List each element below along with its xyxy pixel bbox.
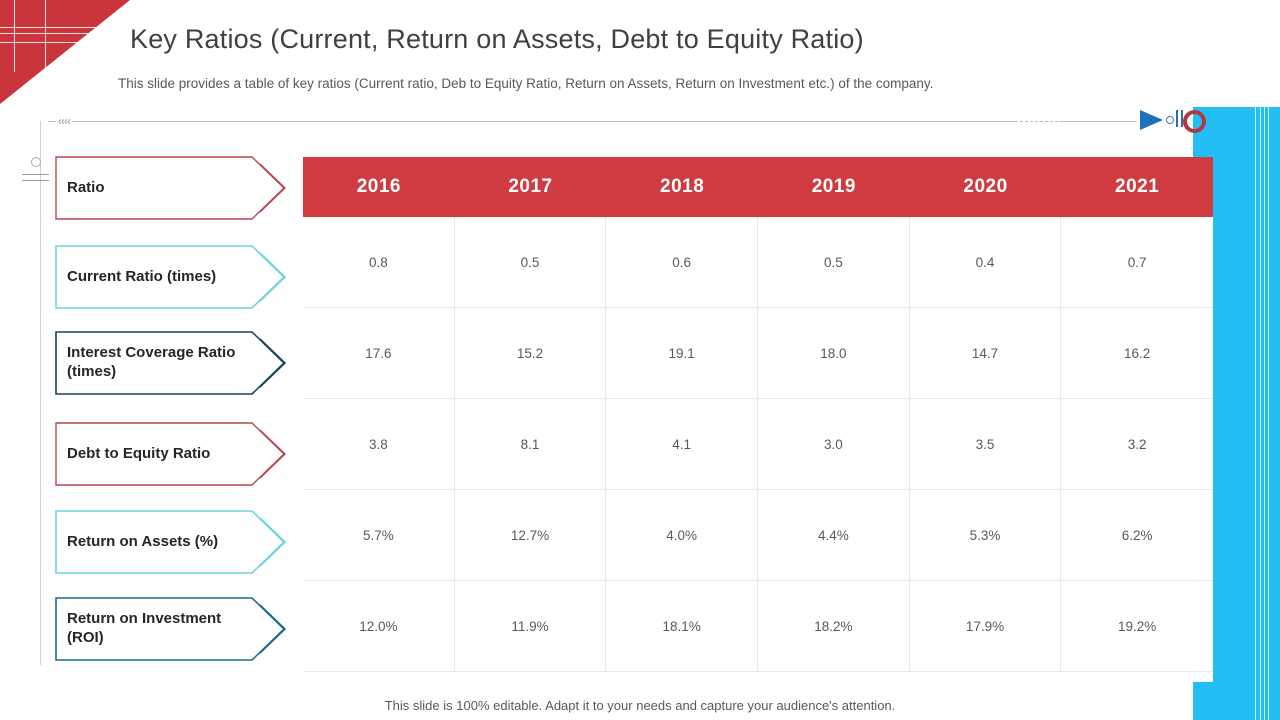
table-cell: 11.9%: [454, 581, 607, 672]
row-label-return-on-assets: Return on Assets (%): [55, 510, 299, 574]
table-cell: 8.1: [454, 399, 607, 490]
small-circle-icon: [1166, 116, 1174, 124]
table-cell: 0.7: [1061, 217, 1213, 308]
table-cell: 12.7%: [454, 490, 607, 581]
page-title: Key Ratios (Current, Return on Assets, D…: [130, 24, 864, 54]
table-cell: 18.0: [758, 308, 910, 399]
row-label-text: Debt to Equity Ratio: [67, 444, 211, 462]
year-header: 2018: [660, 176, 705, 197]
year-header: 2021: [1115, 176, 1160, 197]
table-body: 0.8 0.5 0.6 0.5 0.4 0.7 17.6 15.2 19.1 1…: [303, 217, 1213, 672]
table-cell: 18.2%: [758, 581, 910, 672]
table-cell: 0.4: [909, 217, 1062, 308]
side-band-stripe: [1255, 107, 1256, 720]
arrow-shape: [55, 422, 287, 486]
table-cell: 5.7%: [303, 490, 455, 581]
row-label-debt-to-equity: Debt to Equity Ratio: [55, 422, 299, 486]
play-icon: [1140, 110, 1163, 130]
table-cell: 3.8: [303, 399, 455, 490]
table-cell: 0.5: [758, 217, 910, 308]
table-cell: 15.2: [454, 308, 607, 399]
table-cell: 3.0: [758, 399, 910, 490]
triangle-line: [0, 42, 122, 43]
triangle-line: [45, 0, 46, 72]
row-label-text: Interest Coverage Ratio (times): [67, 344, 236, 380]
table-cell: 3.5: [909, 399, 1062, 490]
rule-line: [48, 121, 1015, 122]
side-band-stripe: [1260, 107, 1261, 720]
table-cell: 6.2%: [1061, 490, 1213, 581]
rule-line: [1063, 121, 1137, 122]
arrow-shape: [55, 156, 287, 220]
triangle-line: [14, 0, 15, 72]
left-rail-dash: [22, 174, 49, 175]
table-cell: 19.1: [606, 308, 758, 399]
record-ring-icon: [1183, 110, 1206, 133]
corner-triangle-decor: [0, 0, 130, 104]
table-cell: 3.2: [1061, 399, 1213, 490]
left-rail-line: [40, 121, 41, 665]
table-cell: 12.0%: [303, 581, 455, 672]
table-cell: 4.4%: [758, 490, 910, 581]
table-cell: 18.1%: [606, 581, 758, 672]
table-cell: 17.6: [303, 308, 455, 399]
arrow-shape: [55, 597, 287, 661]
table-year-header: 2016 2017 2018 2019 2020 2021: [303, 157, 1213, 217]
row-label-text: Ratio: [67, 178, 105, 196]
table-cell: 4.1: [606, 399, 758, 490]
page-subtitle: This slide provides a table of key ratio…: [118, 76, 934, 91]
row-label-text: Return on Assets (%): [67, 532, 219, 550]
side-band-bottom: [1193, 682, 1280, 720]
year-header: 2020: [963, 176, 1008, 197]
table-cell: 0.8: [303, 217, 455, 308]
arrow-shape: [55, 331, 287, 395]
arrow-shape: [55, 510, 287, 574]
row-label-ratio: Ratio: [55, 156, 299, 220]
triangle-line: [0, 33, 122, 34]
row-label-return-on-investment: Return on Investment (ROI): [55, 597, 299, 661]
left-rail-circle-icon: [31, 157, 41, 167]
year-header: 2016: [356, 176, 401, 197]
side-band-stripe: [1268, 107, 1269, 720]
table-cell: 17.9%: [909, 581, 1062, 672]
table-cell: 14.7: [909, 308, 1062, 399]
table-cell: 0.5: [454, 217, 607, 308]
table-cell: 0.6: [606, 217, 758, 308]
chevron-dashes-decor: ‹‹‹‹: [56, 114, 72, 128]
year-header: 2019: [811, 176, 856, 197]
triangle-line: [0, 27, 122, 28]
table-cell: 5.3%: [909, 490, 1062, 581]
table-cell: 16.2: [1061, 308, 1213, 399]
row-label-text: Current Ratio (times): [67, 267, 217, 285]
side-band: [1213, 107, 1280, 720]
side-band-stripe: [1264, 107, 1265, 720]
table-cell: 19.2%: [1061, 581, 1213, 672]
arrow-shape: [55, 245, 287, 309]
pause-bars-icon: [1176, 110, 1178, 127]
row-label-text: Return on Investment (ROI): [67, 610, 222, 646]
pause-bars-icon: [1181, 110, 1183, 127]
table-cell: 4.0%: [606, 490, 758, 581]
rule-line-dashed: [1015, 121, 1063, 122]
row-label-interest-coverage: Interest Coverage Ratio (times): [55, 331, 299, 395]
left-rail-dash: [22, 180, 49, 181]
year-header: 2017: [508, 176, 553, 197]
row-label-current-ratio: Current Ratio (times): [55, 245, 299, 309]
footer-note: This slide is 100% editable. Adapt it to…: [384, 698, 896, 713]
